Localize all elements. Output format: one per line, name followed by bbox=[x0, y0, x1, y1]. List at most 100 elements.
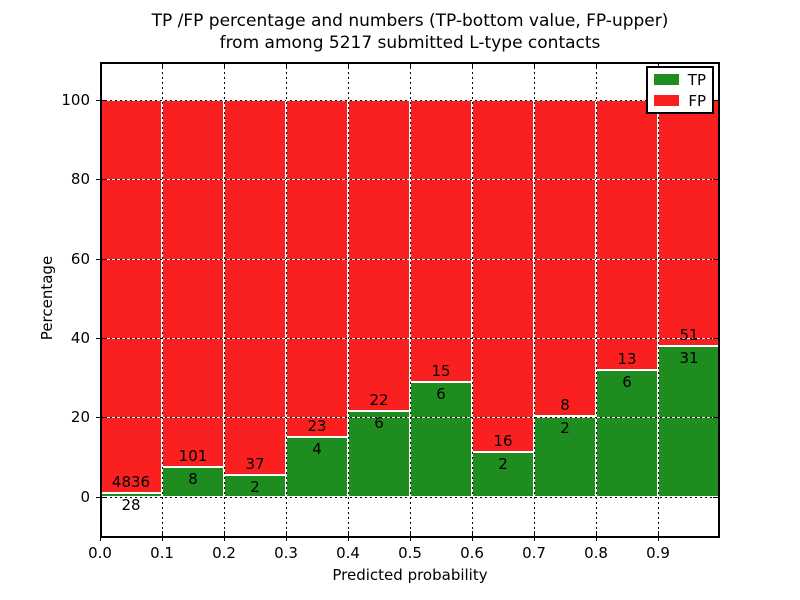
bar-label-fp: 16 bbox=[493, 431, 513, 450]
bar-segment-fp bbox=[658, 100, 720, 347]
chart-title: TP /FP percentage and numbers (TP-bottom… bbox=[100, 10, 720, 54]
y-tick-label: 20 bbox=[70, 408, 90, 427]
x-tick-top bbox=[224, 64, 225, 69]
bar-segment-tp bbox=[472, 452, 534, 497]
bar-segment-fp bbox=[348, 100, 410, 412]
chart-title-line1: TP /FP percentage and numbers (TP-bottom… bbox=[151, 11, 669, 31]
x-tick bbox=[410, 531, 411, 541]
legend-row-tp: TP bbox=[654, 72, 706, 88]
x-tick-label: 0.6 bbox=[460, 544, 484, 562]
y-tick-label: 40 bbox=[70, 329, 90, 348]
x-tick-label: 0.9 bbox=[646, 544, 670, 562]
x-tick-top bbox=[348, 64, 349, 69]
bar-label-tp: 2 bbox=[498, 454, 508, 473]
x-tick bbox=[100, 531, 101, 541]
x-tick-top bbox=[472, 64, 473, 69]
bar-segment-fp bbox=[286, 100, 348, 438]
bar-label-fp: 37 bbox=[245, 455, 265, 474]
x-tick-top bbox=[162, 64, 163, 69]
y-tick-right bbox=[713, 258, 718, 260]
bar-segment-fp bbox=[596, 100, 658, 372]
y-tick bbox=[96, 100, 106, 102]
y-tick-right bbox=[713, 179, 718, 181]
y-tick-label: 60 bbox=[70, 249, 90, 268]
bar-label-tp: 6 bbox=[374, 413, 384, 432]
bar-segment-tp bbox=[286, 437, 348, 497]
bar-segment-fp bbox=[100, 100, 162, 495]
y-axis-label: Percentage bbox=[38, 255, 56, 341]
y-tick bbox=[96, 258, 106, 260]
bar-segment-fp bbox=[162, 100, 224, 468]
y-tick bbox=[96, 338, 106, 340]
tp-legend-swatch-icon bbox=[654, 74, 679, 85]
fp-legend-swatch-icon bbox=[654, 95, 680, 106]
x-tick bbox=[534, 531, 535, 541]
bar-label-tp: 4 bbox=[312, 439, 322, 458]
x-tick-top bbox=[534, 64, 535, 69]
grid-line-v bbox=[224, 62, 225, 538]
grid-line-v bbox=[472, 62, 473, 538]
bar-label-tp: 2 bbox=[560, 419, 570, 438]
bar-label-fp: 15 bbox=[431, 362, 451, 381]
x-tick bbox=[348, 531, 349, 541]
bar-label-fp: 23 bbox=[307, 416, 327, 435]
y-tick-label: 100 bbox=[61, 91, 90, 110]
bar-segment-tp bbox=[162, 467, 224, 497]
bar-label-tp: 2 bbox=[250, 478, 260, 497]
bar-label-fp: 101 bbox=[178, 446, 208, 465]
bar-label-fp: 4836 bbox=[111, 473, 151, 492]
y-tick-right bbox=[713, 417, 718, 419]
grid-line-v bbox=[534, 62, 535, 538]
x-tick-label: 0.8 bbox=[584, 544, 608, 562]
y-tick bbox=[96, 179, 106, 181]
x-tick-label: 0.4 bbox=[336, 544, 360, 562]
bar-label-tp: 6 bbox=[436, 385, 446, 404]
x-tick-top bbox=[286, 64, 287, 69]
fp-legend-label: FP bbox=[688, 91, 706, 110]
x-tick-label: 0.2 bbox=[212, 544, 236, 562]
bar-segment-fp bbox=[410, 100, 472, 384]
y-tick-right bbox=[713, 100, 718, 102]
bar-label-fp: 51 bbox=[679, 325, 699, 344]
grid-line-v bbox=[658, 62, 659, 538]
x-tick bbox=[658, 531, 659, 541]
legend-row-fp: FP bbox=[654, 93, 706, 109]
grid-line-v bbox=[596, 62, 597, 538]
grid-line-v bbox=[348, 62, 349, 538]
bar-label-tp: 31 bbox=[679, 348, 699, 367]
legend: TP FP bbox=[646, 66, 714, 114]
grid-line-v bbox=[162, 62, 163, 538]
y-tick-right bbox=[713, 338, 718, 340]
bar-segment-fp bbox=[472, 100, 534, 453]
x-tick bbox=[162, 531, 163, 541]
y-tick-label: 80 bbox=[70, 170, 90, 189]
bar-segment-tp bbox=[348, 411, 410, 497]
bar-label-fp: 8 bbox=[560, 396, 570, 415]
x-tick-label: 0.5 bbox=[398, 544, 422, 562]
x-tick-top bbox=[596, 64, 597, 69]
bar-label-fp: 22 bbox=[369, 390, 389, 409]
bar-segment-tp bbox=[658, 346, 720, 497]
bar-label-tp: 8 bbox=[188, 469, 198, 488]
x-tick bbox=[224, 531, 225, 541]
x-tick-label: 0.7 bbox=[522, 544, 546, 562]
x-tick bbox=[472, 531, 473, 541]
x-tick-label: 0.1 bbox=[150, 544, 174, 562]
x-tick-label: 0.0 bbox=[88, 544, 112, 562]
grid-line-v bbox=[410, 62, 411, 538]
y-tick bbox=[96, 417, 106, 419]
grid-line-v bbox=[286, 62, 287, 538]
bar-label-fp: 13 bbox=[617, 350, 637, 369]
x-tick bbox=[286, 531, 287, 541]
bar-segment-fp bbox=[224, 100, 286, 477]
chart-title-line2: from among 5217 submitted L-type contact… bbox=[219, 33, 601, 53]
bar-label-tp: 6 bbox=[622, 373, 632, 392]
tp-legend-label: TP bbox=[687, 70, 706, 89]
x-tick-top bbox=[410, 64, 411, 69]
bar-label-tp: 28 bbox=[121, 496, 141, 515]
y-tick-right bbox=[713, 496, 718, 498]
x-tick-label: 0.3 bbox=[274, 544, 298, 562]
y-tick-label: 0 bbox=[80, 487, 90, 506]
x-tick bbox=[596, 531, 597, 541]
